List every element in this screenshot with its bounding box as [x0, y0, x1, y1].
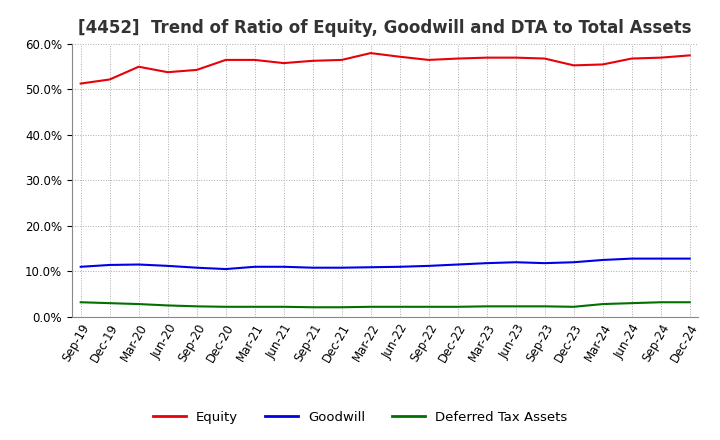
Title: [4452]  Trend of Ratio of Equity, Goodwill and DTA to Total Assets: [4452] Trend of Ratio of Equity, Goodwil…	[78, 19, 692, 37]
Legend: Equity, Goodwill, Deferred Tax Assets: Equity, Goodwill, Deferred Tax Assets	[148, 405, 572, 429]
